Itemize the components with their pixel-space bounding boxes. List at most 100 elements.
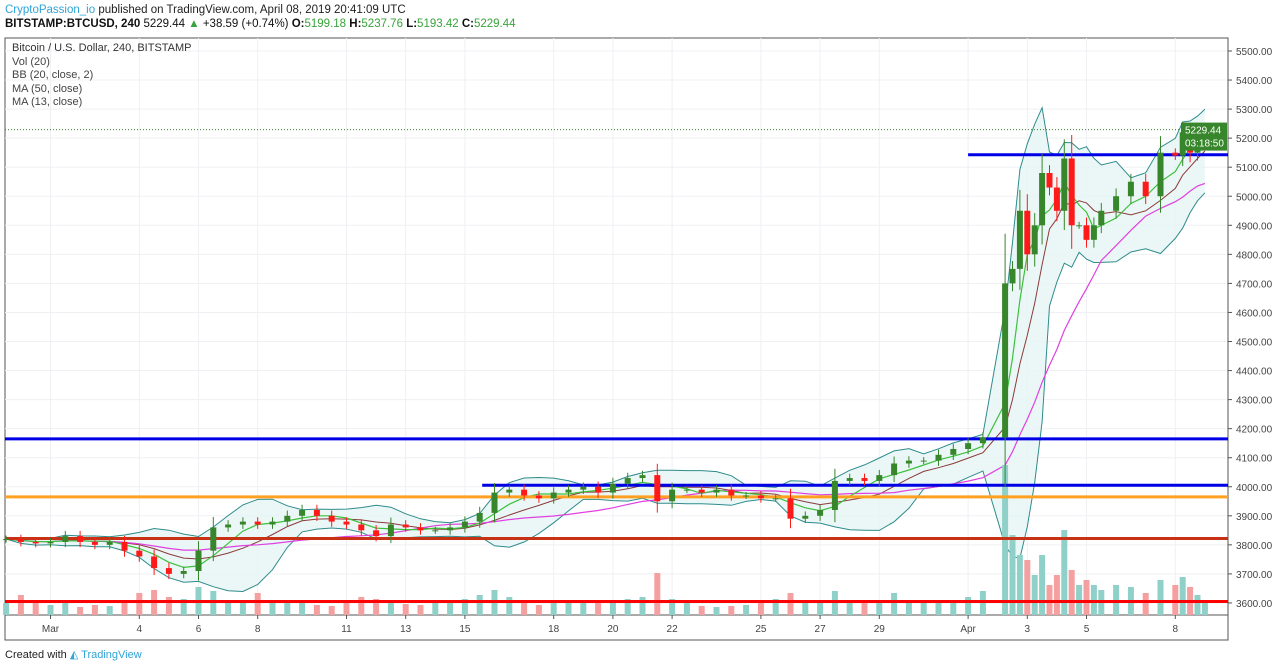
- volume-bar: [1157, 580, 1164, 615]
- volume-bar: [1142, 593, 1149, 615]
- candle: [1157, 136, 1164, 213]
- ma50-line: [6, 182, 1206, 551]
- candle: [580, 482, 587, 495]
- candle-body: [3, 539, 10, 541]
- volume-bar: [861, 603, 868, 615]
- legend-bb[interactable]: BB (20, close, 2): [12, 69, 94, 81]
- candle: [950, 443, 957, 461]
- candle: [284, 510, 291, 527]
- candle: [461, 516, 468, 533]
- volume-bar: [728, 606, 735, 615]
- author-link[interactable]: CryptoPassion_io: [5, 4, 96, 16]
- candle: [195, 541, 202, 581]
- volume-bar: [1061, 530, 1068, 615]
- candle-body: [417, 527, 424, 531]
- candle-body: [950, 448, 957, 455]
- candle: [62, 530, 69, 548]
- candle: [121, 535, 128, 557]
- candle-body: [62, 536, 69, 542]
- y-tick-label: 4600.00: [1236, 308, 1273, 319]
- candle: [1076, 221, 1083, 229]
- volume-bar: [654, 573, 661, 615]
- volume-bar: [387, 601, 394, 615]
- candle-body: [77, 536, 84, 542]
- volume-bar: [91, 605, 98, 615]
- candle: [550, 487, 557, 504]
- volume-bar: [1024, 560, 1031, 615]
- candle-body: [624, 478, 631, 484]
- candle: [1127, 173, 1134, 205]
- volume-bar: [299, 601, 306, 615]
- x-tick-label: Apr: [960, 624, 976, 635]
- candle: [846, 473, 853, 486]
- y-tick-label: 5300.00: [1236, 105, 1273, 116]
- volume-bar: [506, 597, 513, 615]
- volume-bar: [165, 597, 172, 615]
- candle: [802, 511, 809, 524]
- candle: [417, 523, 424, 535]
- volume-bar: [1009, 535, 1016, 615]
- x-tick-label: 8: [255, 624, 261, 635]
- legend-vol[interactable]: Vol (20): [12, 55, 50, 68]
- candle: [654, 463, 661, 513]
- candle-body: [787, 498, 794, 519]
- x-tick-label: 29: [874, 624, 886, 635]
- candle: [77, 530, 84, 548]
- candle-body: [91, 541, 98, 545]
- volume-bar: [47, 605, 54, 615]
- candle-body: [521, 489, 528, 496]
- candle: [254, 517, 261, 529]
- volume-bar: [831, 591, 838, 615]
- volume-bar: [269, 600, 276, 615]
- candle: [180, 566, 187, 579]
- candle-body: [151, 556, 158, 569]
- bb-lower-band: [5, 192, 1206, 593]
- candle-body: [1024, 210, 1031, 255]
- x-tick-label: 20: [607, 624, 619, 635]
- close-label: C:: [461, 18, 474, 30]
- footer: Created with ◭ TradingView: [5, 648, 142, 661]
- candle: [225, 520, 232, 532]
- candle-body: [461, 521, 468, 528]
- legend-ma13[interactable]: MA (13, close): [12, 96, 83, 108]
- candle: [343, 517, 350, 529]
- candle-body: [343, 521, 350, 525]
- volume-bar: [1053, 575, 1060, 615]
- volume-bar: [180, 599, 187, 615]
- volume-bar: [121, 600, 128, 615]
- candle: [683, 486, 690, 494]
- candle-body: [284, 515, 291, 522]
- x-tick-label: 8: [1173, 624, 1179, 635]
- candle: [1016, 189, 1023, 290]
- candle-body: [254, 521, 261, 525]
- published-text: published on TradingView.com, April 08, …: [98, 4, 406, 16]
- volume-bar: [935, 603, 942, 615]
- volume-bar: [535, 605, 542, 615]
- y-tick-label: 4100.00: [1236, 454, 1273, 465]
- candle: [935, 449, 942, 466]
- legend-ma50[interactable]: MA (50, close): [12, 82, 83, 95]
- volume-bar: [62, 603, 69, 615]
- candle: [639, 470, 646, 483]
- x-tick-label: 15: [459, 624, 471, 635]
- tradingview-logo[interactable]: ◭ TradingView: [69, 649, 142, 661]
- candle-body: [905, 460, 912, 464]
- candle-body: [831, 480, 838, 510]
- close-value: 5229.44: [473, 18, 516, 30]
- candle-body: [550, 492, 557, 499]
- candle-body: [1061, 158, 1068, 211]
- candle-body: [136, 550, 143, 557]
- candle-body: [1053, 187, 1060, 211]
- volume-bar: [313, 605, 320, 615]
- candle: [1002, 233, 1009, 488]
- volume-bar: [802, 601, 809, 615]
- candle: [979, 432, 986, 449]
- candle-body: [491, 492, 498, 513]
- volume-bar: [817, 600, 824, 615]
- y-tick-label: 5100.00: [1236, 163, 1273, 174]
- volume-bar: [580, 602, 587, 615]
- candle: [387, 517, 394, 544]
- candle: [151, 549, 158, 576]
- x-tick-label: 11: [341, 624, 352, 635]
